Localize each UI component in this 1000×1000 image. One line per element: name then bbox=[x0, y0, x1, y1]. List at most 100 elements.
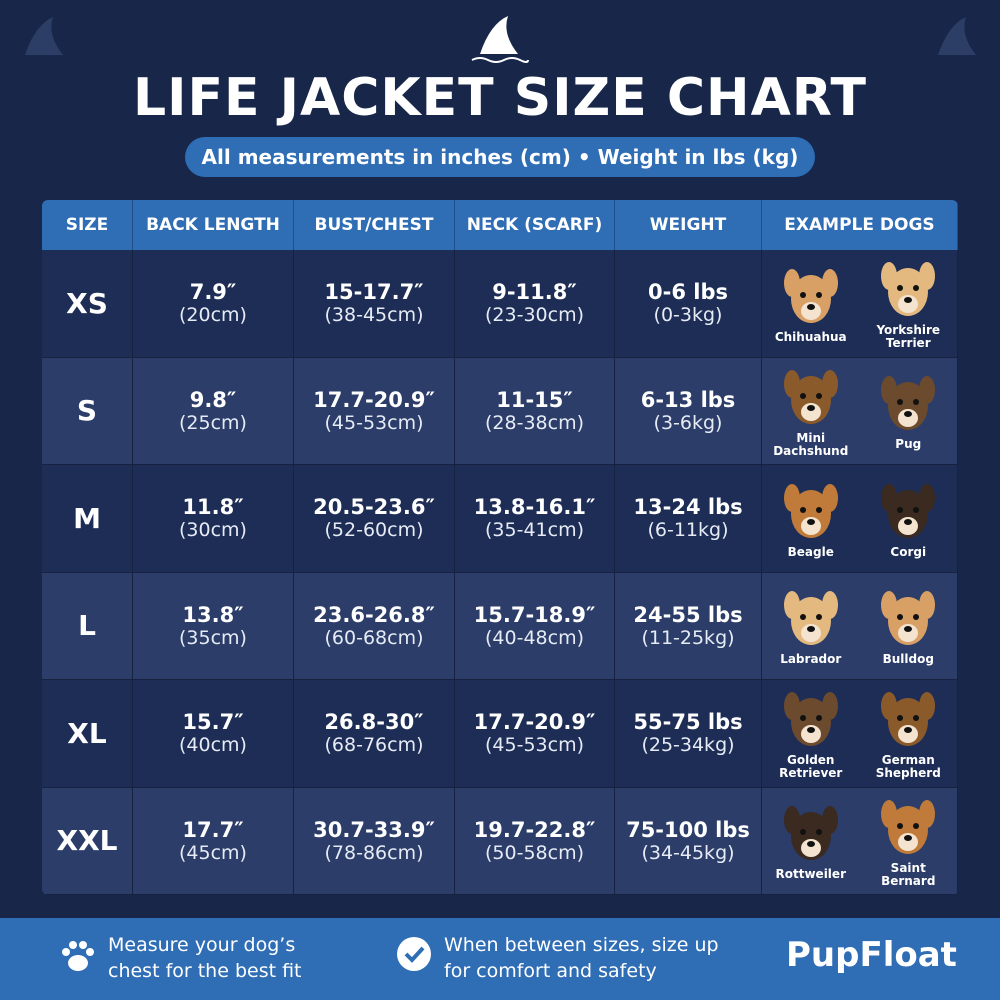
size-cell: XL bbox=[42, 680, 133, 788]
size-cell: XS bbox=[42, 250, 133, 358]
value-cell: 9-11.8″ (23-30cm) bbox=[455, 250, 615, 358]
value-main: 26.8-30″ bbox=[324, 710, 424, 735]
dog-portrait bbox=[881, 262, 936, 317]
dog-name: Beagle bbox=[787, 544, 834, 559]
dog-name: Saint Bernard bbox=[881, 860, 936, 888]
value-cell: 23.6-26.8″ (60-68cm) bbox=[294, 572, 455, 680]
dog-portrait bbox=[881, 376, 936, 431]
dog: Bulldog bbox=[862, 585, 954, 666]
dog-portrait bbox=[783, 369, 838, 424]
check-icon bbox=[397, 937, 431, 971]
value-main: 7.9″ bbox=[189, 280, 237, 305]
value-main: 24-55 lbs bbox=[633, 602, 743, 627]
column-header: WEIGHT bbox=[615, 200, 762, 250]
dog: Chihuahua bbox=[765, 263, 857, 344]
dog-name: Chihuahua bbox=[774, 329, 847, 344]
dog-portrait bbox=[783, 806, 838, 861]
value-cell: 9.8″ (25cm) bbox=[133, 357, 294, 465]
footer: Measure your dog’s chest for the best fi… bbox=[0, 918, 1000, 1000]
size-cell: M bbox=[42, 465, 133, 573]
column-header: NECK (SCARF) bbox=[455, 200, 615, 250]
brand: PupFloat bbox=[786, 935, 957, 975]
value-main: 9.8″ bbox=[189, 387, 237, 412]
value-cell: 30.7-33.9″ (78-86cm) bbox=[294, 787, 455, 895]
dogs-cell: Rottweiler Saint Bernard bbox=[762, 787, 958, 895]
value-cell: 19.7-22.8″ (50-58cm) bbox=[455, 787, 615, 895]
dog: Mini Dachshund bbox=[765, 364, 857, 458]
dog-name: Labrador bbox=[780, 652, 842, 667]
value-main: 17.7-20.9″ bbox=[473, 710, 596, 735]
value-cell: 0-6 lbs (0-3kg) bbox=[615, 250, 762, 358]
value-sub: (38-45cm) bbox=[324, 304, 424, 327]
value-main: 11-15″ bbox=[496, 387, 573, 412]
value-sub: (25cm) bbox=[179, 411, 247, 434]
value-sub: (52-60cm) bbox=[324, 519, 424, 542]
column-header: SIZE bbox=[42, 200, 133, 250]
value-sub: (68-76cm) bbox=[324, 734, 424, 757]
value-sub: (25-34kg) bbox=[641, 734, 735, 757]
value-main: 15.7″ bbox=[182, 710, 244, 735]
value-main: 9-11.8″ bbox=[492, 280, 577, 305]
value-cell: 55-75 lbs (25-34kg) bbox=[615, 680, 762, 788]
value-main: 15.7-18.9″ bbox=[473, 602, 596, 627]
value-cell: 15.7″ (40cm) bbox=[133, 680, 294, 788]
column-header: BUST/CHEST bbox=[294, 200, 455, 250]
tip: Measure your dog’s chest for the best fi… bbox=[108, 934, 302, 982]
value-cell: 13.8-16.1″ (35-41cm) bbox=[455, 465, 615, 573]
dog-portrait bbox=[881, 483, 936, 538]
value-main: 13.8″ bbox=[182, 602, 244, 627]
subtitle: All measurements in inches (cm) • Weight… bbox=[185, 137, 815, 177]
dog-portrait bbox=[783, 268, 838, 323]
value-main: 17.7″ bbox=[182, 817, 244, 842]
value-sub: (34-45kg) bbox=[641, 841, 735, 864]
dogs-cell: Mini Dachshund Pug bbox=[762, 357, 958, 465]
value-main: 15-17.7″ bbox=[324, 280, 424, 305]
dog-name: Corgi bbox=[890, 544, 927, 559]
column-header: EXAMPLE DOGS bbox=[762, 200, 958, 250]
dog: Labrador bbox=[765, 585, 857, 666]
paw-icon bbox=[62, 941, 94, 971]
value-cell: 26.8-30″ (68-76cm) bbox=[294, 680, 455, 788]
dogs-cell: Beagle Corgi bbox=[762, 465, 958, 573]
value-cell: 15.7-18.9″ (40-48cm) bbox=[455, 572, 615, 680]
value-sub: (35-41cm) bbox=[485, 519, 584, 542]
value-sub: (45-53cm) bbox=[324, 411, 424, 434]
dog: German Shepherd bbox=[862, 686, 954, 780]
value-main: 55-75 lbs bbox=[633, 710, 743, 735]
dog-name: Yorkshire Terrier bbox=[876, 323, 941, 351]
value-sub: (45cm) bbox=[179, 841, 247, 864]
dog-portrait bbox=[783, 692, 838, 747]
value-sub: (50-58cm) bbox=[485, 841, 584, 864]
value-main: 20.5-23.6″ bbox=[313, 495, 435, 520]
value-main: 19.7-22.8″ bbox=[473, 817, 596, 842]
value-cell: 11-15″ (28-38cm) bbox=[455, 357, 615, 465]
value-cell: 7.9″ (20cm) bbox=[133, 250, 294, 358]
value-sub: (0-3kg) bbox=[653, 304, 723, 327]
value-cell: 17.7-20.9″ (45-53cm) bbox=[455, 680, 615, 788]
value-sub: (40-48cm) bbox=[485, 626, 584, 649]
value-sub: (35cm) bbox=[179, 626, 247, 649]
value-cell: 24-55 lbs (11-25kg) bbox=[615, 572, 762, 680]
dog: Corgi bbox=[862, 478, 954, 559]
dog-name: Rottweiler bbox=[775, 867, 846, 882]
dog: Golden Retriever bbox=[765, 686, 857, 780]
dog: Rottweiler bbox=[765, 800, 857, 881]
dog: Yorkshire Terrier bbox=[862, 256, 954, 350]
value-cell: 75-100 lbs (34-45kg) bbox=[615, 787, 762, 895]
value-sub: (78-86cm) bbox=[324, 841, 424, 864]
dog-portrait bbox=[881, 692, 936, 747]
value-main: 30.7-33.9″ bbox=[313, 817, 435, 842]
dogs-cell: Chihuahua Yorkshire Terrier bbox=[762, 250, 958, 358]
value-main: 6-13 lbs bbox=[640, 387, 736, 412]
value-sub: (20cm) bbox=[179, 304, 247, 327]
value-sub: (28-38cm) bbox=[485, 411, 584, 434]
dog: Pug bbox=[862, 370, 954, 451]
dog-name: Mini Dachshund bbox=[773, 430, 849, 458]
dog-name: Golden Retriever bbox=[779, 753, 843, 781]
dog: Beagle bbox=[765, 478, 857, 559]
fin-decor bbox=[938, 17, 976, 55]
value-cell: 17.7-20.9″ (45-53cm) bbox=[294, 357, 455, 465]
column-header: BACK LENGTH bbox=[133, 200, 294, 250]
value-main: 13-24 lbs bbox=[633, 495, 743, 520]
value-main: 17.7-20.9″ bbox=[313, 387, 435, 412]
